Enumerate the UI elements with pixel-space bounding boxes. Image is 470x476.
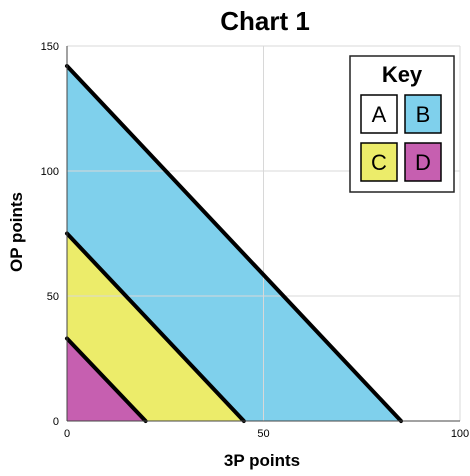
x-axis-label: 3P points	[224, 451, 300, 470]
legend: Key A B C D	[349, 55, 455, 193]
legend-label-c: C	[371, 150, 387, 175]
y-tick-label: 0	[53, 416, 59, 428]
legend-swatch-a	[360, 94, 398, 134]
legend-label-a: A	[372, 102, 387, 127]
legend-swatch-b	[404, 94, 442, 134]
legend-title: Key	[382, 62, 423, 87]
legend-swatch-d	[404, 142, 442, 182]
legend-swatch-c	[360, 142, 398, 182]
boundary-line-c	[65, 231, 246, 423]
y-tick-label: 150	[41, 41, 59, 53]
y-tick-label: 50	[47, 291, 59, 303]
chart-title: Chart 1	[220, 6, 310, 36]
boundary-line-d	[65, 336, 148, 423]
x-tick-label: 0	[64, 428, 70, 440]
x-tick-label: 50	[257, 428, 269, 440]
y-axis-label: OP points	[7, 192, 26, 272]
boundary-line-b	[65, 64, 404, 423]
legend-label-d: D	[415, 150, 431, 175]
y-tick-label: 100	[41, 166, 59, 178]
x-tick-label: 100	[451, 428, 469, 440]
legend-label-b: B	[416, 102, 431, 127]
